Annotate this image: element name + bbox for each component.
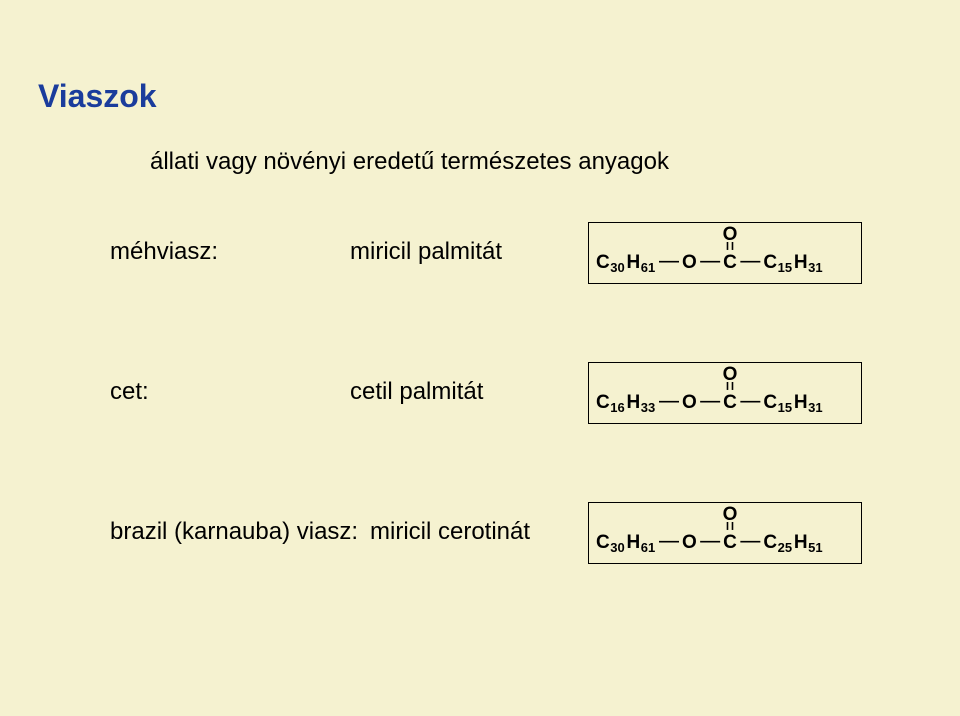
compound-name-2: miricil cerotinát (370, 518, 530, 546)
formula-1: C16H33OCOC15H31 (594, 366, 854, 418)
svg-text:H: H (627, 532, 641, 553)
svg-text:61: 61 (641, 540, 655, 555)
svg-text:O: O (723, 506, 738, 525)
svg-text:33: 33 (641, 400, 655, 415)
svg-text:61: 61 (641, 260, 655, 275)
subtitle: állati vagy növényi eredetű természetes … (150, 148, 669, 176)
compound-name-0: miricil palmitát (350, 238, 502, 266)
svg-text:31: 31 (808, 400, 822, 415)
row-label-1: cet: (110, 378, 149, 406)
svg-text:30: 30 (610, 260, 624, 275)
svg-text:C: C (723, 392, 737, 413)
svg-text:C: C (723, 532, 737, 553)
svg-text:C: C (763, 532, 777, 553)
svg-text:H: H (627, 392, 641, 413)
formula-0: C30H61OCOC15H31 (594, 226, 854, 278)
svg-text:H: H (794, 392, 808, 413)
svg-text:C: C (723, 252, 737, 273)
svg-text:O: O (682, 252, 697, 273)
svg-text:O: O (723, 366, 738, 385)
svg-text:30: 30 (610, 540, 624, 555)
svg-text:H: H (627, 252, 641, 273)
svg-text:C: C (763, 252, 777, 273)
svg-text:O: O (723, 226, 738, 245)
svg-text:25: 25 (778, 540, 792, 555)
svg-text:O: O (682, 392, 697, 413)
svg-text:C: C (596, 532, 610, 553)
svg-text:16: 16 (610, 400, 624, 415)
svg-text:15: 15 (778, 260, 792, 275)
svg-text:51: 51 (808, 540, 822, 555)
svg-text:H: H (794, 532, 808, 553)
formula-2: C30H61OCOC25H51 (594, 506, 854, 558)
svg-text:C: C (596, 392, 610, 413)
svg-text:C: C (763, 392, 777, 413)
svg-text:15: 15 (778, 400, 792, 415)
svg-text:H: H (794, 252, 808, 273)
row-label-0: méhviasz: (110, 238, 218, 266)
svg-text:31: 31 (808, 260, 822, 275)
page-title: Viaszok (38, 78, 157, 115)
svg-text:C: C (596, 252, 610, 273)
compound-name-1: cetil palmitát (350, 378, 483, 406)
row-label-2: brazil (karnauba) viasz: (110, 518, 358, 546)
svg-text:O: O (682, 532, 697, 553)
